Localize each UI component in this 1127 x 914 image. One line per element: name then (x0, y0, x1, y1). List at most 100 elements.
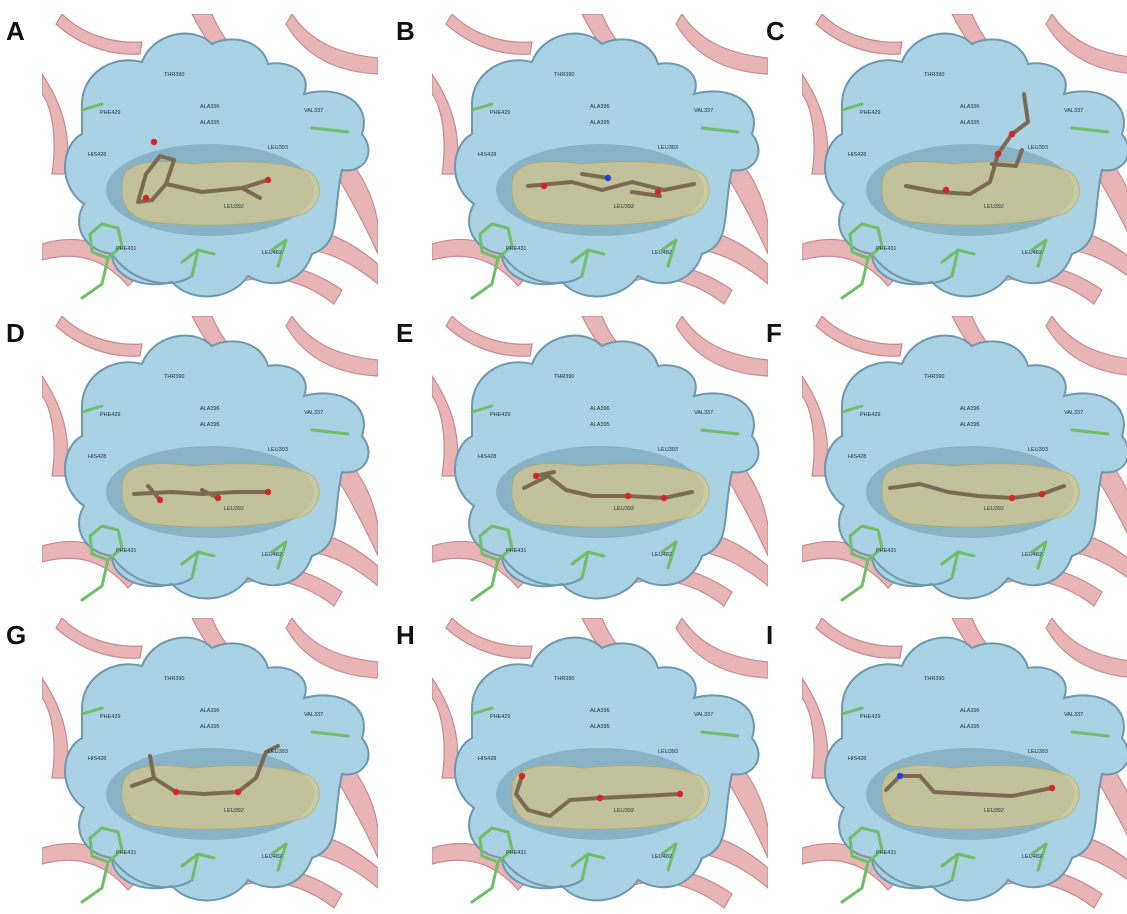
residue-label: PHE429 (490, 412, 511, 418)
residue-label: LEU482 (652, 552, 672, 558)
residue-label: THR390 (924, 72, 944, 78)
ligand-a (121, 138, 320, 226)
panel-letter: I (766, 620, 774, 650)
ligand-e (511, 463, 710, 528)
residue-label: HIS428 (848, 756, 866, 762)
residue-label: THR390 (164, 72, 184, 78)
residue-label: PHE429 (100, 412, 121, 418)
residue-sticks (840, 404, 1110, 602)
residue-label: PHE429 (100, 110, 121, 116)
residue-sticks (840, 102, 1110, 300)
residue-label: VAL337 (304, 410, 323, 416)
residue-label: VAL337 (1064, 108, 1083, 114)
residue-label: VAL337 (694, 108, 713, 114)
residue-label: VAL337 (694, 712, 713, 718)
residue-label: PHE431 (506, 548, 527, 554)
docking-scene: THR390 ALA396 ALA395 PHE429 HIS428 VAL337 LEU3… (802, 14, 1127, 305)
residue-label: ALA396 (590, 406, 610, 412)
residue-label: PHE429 (100, 714, 121, 720)
panel-letter: D (6, 318, 25, 348)
residue-label: LEU482 (652, 250, 672, 256)
residue-label: PHE429 (490, 110, 511, 116)
residue-labels: THR390 ALA396 ALA395 PHE429 HIS428 VAL337 LEU3… (848, 374, 1083, 558)
residue-label: ALA395 (960, 120, 980, 126)
residue-label: LEU392 (224, 808, 244, 814)
docking-scene: THR390 ALA396 ALA395 PHE429 HIS428 VAL337 LEU3… (802, 316, 1127, 607)
residue-label: LEU393 (1028, 447, 1048, 453)
residue-label: LEU393 (268, 447, 288, 453)
ligand-h (511, 765, 710, 830)
residue-label: HIS428 (478, 454, 496, 460)
residue-label: THR390 (164, 374, 184, 380)
residue-label: HIS428 (88, 152, 106, 158)
residue-label: VAL337 (304, 108, 323, 114)
residue-label: ALA395 (200, 724, 220, 730)
residue-label: ALA395 (590, 724, 610, 730)
residue-labels: THR390 ALA396 ALA395 PHE429 HIS428 VAL337 LEU3… (478, 676, 713, 860)
residue-label: LEU392 (614, 506, 634, 512)
residue-label: THR390 (554, 374, 574, 380)
residue-label: LEU482 (1022, 552, 1042, 558)
docking-scene: THR390 ALA396 ALA395 PHE429 HIS428 VAL337 LEU3… (432, 618, 768, 909)
residue-label: LEU393 (1028, 145, 1048, 151)
residue-label: VAL337 (694, 410, 713, 416)
residue-label: LEU482 (262, 250, 282, 256)
panel-h: H THR390 ALA396 ALA395 PHE429 HIS428 VAL337 LEU… (396, 618, 804, 914)
residue-label: THR390 (554, 676, 574, 682)
residue-label: ALA395 (200, 422, 220, 428)
residue-label: THR390 (554, 72, 574, 78)
panel-letter: F (766, 318, 782, 348)
residue-label: LEU482 (262, 854, 282, 860)
residue-label: VAL337 (304, 712, 323, 718)
ligand-d (121, 463, 320, 528)
docking-scene: THR390 ALA396 ALA395 PHE429 HIS428 VAL337 LEU3… (42, 618, 378, 909)
residue-label: LEU393 (268, 145, 288, 151)
residue-labels: THR390 ALA396 ALA395 PHE429 HIS428 VAL337 LEU3… (478, 374, 713, 558)
panel-e: E THR390 ALA396 ALA395 PHE429 HIS428 VAL337 LEU… (396, 316, 804, 612)
docking-scene: THR390 ALA396 ALA395 PHE429 HIS428 VAL337 LEU3… (432, 316, 768, 607)
residue-sticks (470, 706, 740, 904)
residue-label: LEU392 (984, 506, 1004, 512)
residue-label: LEU393 (1028, 749, 1048, 755)
panel-i: I THR390 ALA396 ALA395 PHE429 HIS428 VAL337 LEU… (766, 618, 1127, 914)
residue-label: ALA395 (590, 120, 610, 126)
residue-label: LEU392 (984, 808, 1004, 814)
residue-label: PHE429 (860, 714, 881, 720)
residue-label: HIS428 (88, 454, 106, 460)
residue-label: PHE431 (506, 850, 527, 856)
residue-label: ALA396 (590, 104, 610, 110)
residue-label: LEU393 (658, 145, 678, 151)
residue-label: LEU392 (614, 808, 634, 814)
docking-scene: THR390 ALA396 ALA395 PHE429 HIS428 VAL337 LEU3… (42, 316, 378, 607)
residue-label: ALA396 (960, 104, 980, 110)
panel-letter: B (396, 16, 415, 46)
residue-label: ALA395 (960, 422, 980, 428)
residue-labels: THR390 ALA396 ALA395 PHE429 HIS428 VAL337 LEU3… (88, 676, 323, 860)
residue-labels: THR390 ALA396 ALA395 PHE429 HIS428 VAL337 LEU3… (848, 72, 1083, 256)
residue-label: THR390 (924, 676, 944, 682)
residue-label: HIS428 (478, 756, 496, 762)
residue-label: PHE431 (116, 548, 137, 554)
residue-label: ALA396 (200, 104, 220, 110)
panel-g: G THR390 ALA396 ALA395 PHE429 HIS428 VAL337 LEU… (6, 618, 414, 914)
residue-label: PHE431 (506, 246, 527, 252)
residue-sticks (80, 102, 350, 300)
ligand-f (881, 463, 1080, 528)
ligand-i (881, 765, 1080, 830)
residue-label: LEU482 (262, 552, 282, 558)
residue-label: HIS428 (848, 454, 866, 460)
residue-label: LEU393 (268, 749, 288, 755)
residue-label: LEU482 (1022, 854, 1042, 860)
residue-label: ALA396 (200, 406, 220, 412)
residue-label: LEU392 (224, 506, 244, 512)
residue-label: PHE431 (876, 548, 897, 554)
panel-c: C THR390 ALA396 ALA395 PHE429 HIS428 VAL337 LEU… (766, 14, 1127, 310)
panel-letter: C (766, 16, 785, 46)
panel-f: F THR390 ALA396 ALA395 PHE429 HIS428 VAL337 LEU… (766, 316, 1127, 612)
residue-labels: THR390 ALA396 ALA395 PHE429 HIS428 VAL337 LEU3… (88, 72, 323, 256)
residue-sticks (470, 102, 740, 300)
residue-label: LEU482 (1022, 250, 1042, 256)
residue-label: PHE431 (876, 850, 897, 856)
panel-letter: G (6, 620, 27, 650)
residue-sticks (80, 706, 350, 904)
